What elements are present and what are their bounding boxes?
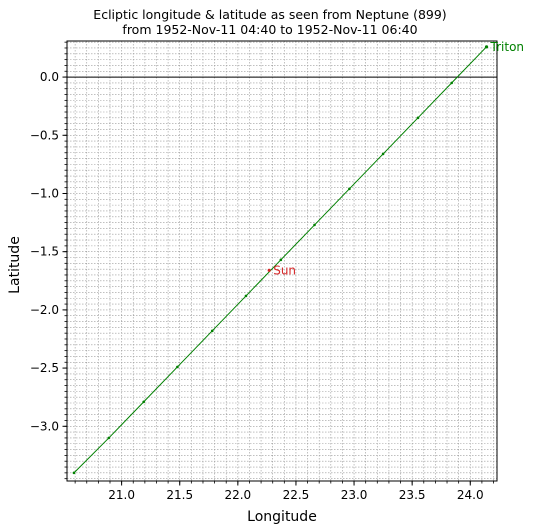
data-point (107, 436, 111, 440)
y-axis-label: Latitude (7, 236, 23, 294)
annotation-marker (484, 45, 489, 49)
data-point (244, 294, 248, 298)
data-point (416, 116, 420, 120)
y-tick-label: −1.5 (30, 245, 59, 259)
data-point (381, 152, 385, 156)
data-point (176, 365, 179, 369)
data-point (313, 223, 316, 227)
x-tick-label: 24.0 (457, 488, 484, 502)
x-tick-label: 22.5 (283, 488, 310, 502)
series-layer (72, 45, 488, 475)
y-tick-label: −3.0 (30, 419, 59, 433)
chart-subtitle: from 1952-Nov-11 04:40 to 1952-Nov-11 06… (122, 22, 417, 37)
ticks-layer: 21.0 21.5 22.0 22.5 23.0 23.5 24.0 0.0 −0.5 −1.0 −… (30, 41, 494, 502)
data-point (210, 329, 214, 333)
plot-area-frame (66, 40, 498, 482)
annotation-marker (267, 268, 271, 272)
x-tick-label: 23.5 (399, 488, 426, 502)
data-point (279, 258, 283, 262)
y-tick-label: −2.5 (30, 361, 59, 375)
x-tick-label: 21.5 (166, 488, 193, 502)
y-tick-label: −2.0 (30, 303, 59, 317)
annotation-label-triton: Triton (490, 40, 525, 54)
x-tick-label: 21.0 (108, 488, 135, 502)
x-tick-label: 23.0 (341, 488, 368, 502)
y-tick-label: 0.0 (40, 70, 59, 84)
y-tick-label: −1.0 (30, 186, 59, 200)
data-point (348, 187, 351, 191)
x-axis-label: Longitude (247, 509, 317, 525)
annotation-label-sun: Sun (273, 263, 296, 277)
annotation-layer: Triton Sun (267, 40, 525, 277)
data-point (142, 400, 146, 404)
data-point (72, 471, 76, 475)
chart-title: Ecliptic longitude & latitude as seen fr… (93, 7, 446, 22)
data-point (450, 81, 453, 85)
y-tick-label: −0.5 (30, 128, 59, 142)
x-tick-label: 22.0 (224, 488, 251, 502)
